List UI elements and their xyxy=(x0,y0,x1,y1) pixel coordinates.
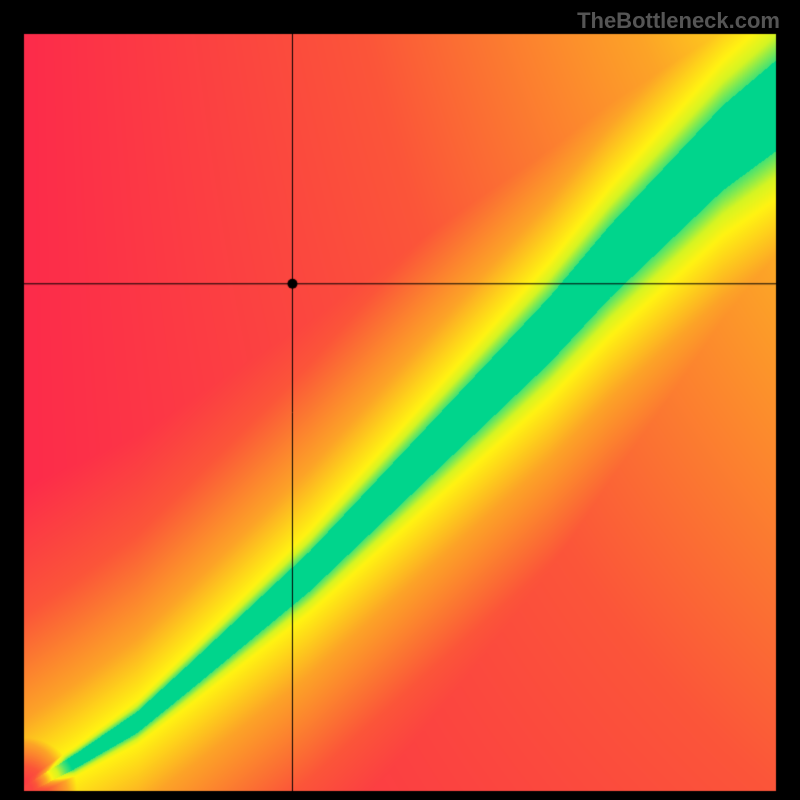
bottleneck-heatmap xyxy=(0,0,800,800)
watermark-text: TheBottleneck.com xyxy=(577,8,780,34)
chart-container: TheBottleneck.com xyxy=(0,0,800,800)
